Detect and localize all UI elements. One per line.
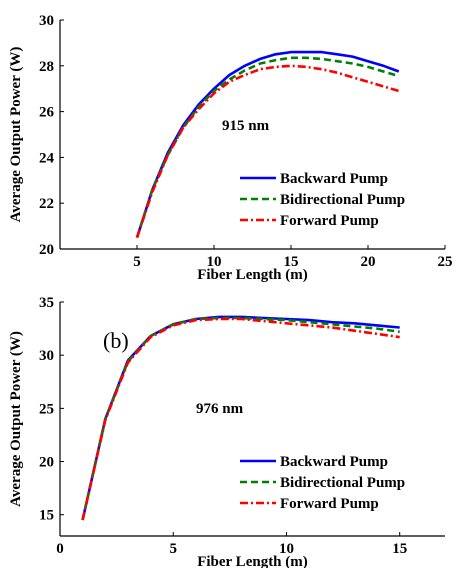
y-tick-label: 30 xyxy=(39,348,54,364)
series-line-bidirectional-pump xyxy=(135,56,400,238)
y-tick-label: 24 xyxy=(39,150,55,166)
x-tick-label: 0 xyxy=(56,541,64,557)
y-tick-label: 28 xyxy=(39,59,54,75)
y-tick-label: 15 xyxy=(39,508,54,524)
series-line-forward-pump xyxy=(135,64,400,239)
x-tick-label: 10 xyxy=(279,541,294,557)
y-tick-label: 25 xyxy=(39,401,54,417)
y-tick-label: 20 xyxy=(39,455,54,471)
x-tick-label: 5 xyxy=(133,254,141,270)
y-axis-label: Average Output Power (W) xyxy=(8,47,24,223)
x-tick-label: 15 xyxy=(392,541,407,557)
x-axis-label: Fiber Length (m) xyxy=(197,554,308,568)
series-line-forward-pump xyxy=(81,317,400,521)
y-tick-label: 20 xyxy=(39,242,54,258)
y-tick-label: 35 xyxy=(39,295,54,311)
chart-panel-top: 5 10 15 20 25 20 22 24 26 28 30 Fiber Length (m) Ave… xyxy=(8,13,453,283)
legend-label: Bidirectional Pump xyxy=(280,475,405,491)
chart-panel-bottom: 0 5 10 15 15 20 25 30 35 Fiber Length (m) Average … xyxy=(8,295,445,568)
wavelength-annotation: 976 nm xyxy=(196,401,244,417)
x-tick-label: 5 xyxy=(169,541,177,557)
legend-label: Bidirectional Pump xyxy=(280,192,405,208)
legend-label: Backward Pump xyxy=(280,171,388,187)
legend: Backward Pump Bidirectional Pump Forward P… xyxy=(240,171,405,229)
y-tick-label: 26 xyxy=(39,105,55,121)
y-tick-label: 22 xyxy=(39,196,54,212)
x-tick-label: 10 xyxy=(207,254,222,270)
legend: Backward Pump Bidirectional Pump Forward P… xyxy=(240,454,405,512)
x-tick-label: 20 xyxy=(361,254,376,270)
panel-label: (b) xyxy=(103,328,129,353)
y-tick-label: 30 xyxy=(39,13,54,29)
x-tick-label: 15 xyxy=(284,254,299,270)
legend-label: Forward Pump xyxy=(280,496,379,512)
y-axis-label: Average Output Power (W) xyxy=(8,331,24,507)
legend-label: Forward Pump xyxy=(280,213,379,229)
x-axis-label: Fiber Length (m) xyxy=(197,267,308,283)
wavelength-annotation: 915 nm xyxy=(222,118,270,134)
series-line-backward-pump xyxy=(135,50,400,238)
x-tick-label: 25 xyxy=(438,254,453,270)
legend-label: Backward Pump xyxy=(280,454,388,470)
